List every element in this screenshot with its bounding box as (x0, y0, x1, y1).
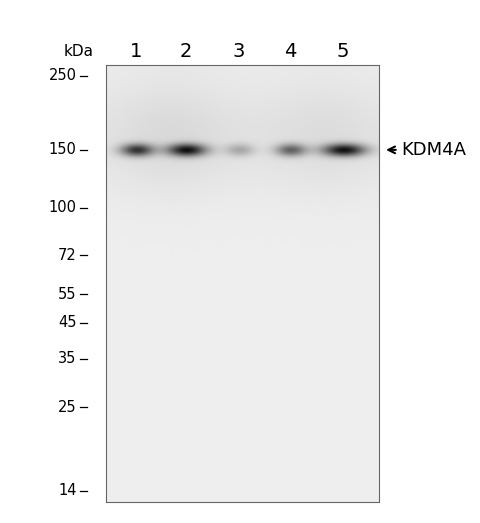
Text: 72: 72 (58, 248, 77, 263)
Text: 3: 3 (233, 42, 245, 61)
Text: 14: 14 (58, 483, 77, 498)
Text: 5: 5 (337, 42, 349, 61)
Text: 25: 25 (58, 400, 77, 415)
Text: 250: 250 (48, 69, 77, 83)
Text: 35: 35 (59, 351, 77, 366)
Text: 150: 150 (49, 142, 77, 157)
Text: kDa: kDa (63, 44, 93, 59)
Text: 2: 2 (180, 42, 192, 61)
Text: KDM4A: KDM4A (388, 141, 467, 159)
Text: 100: 100 (48, 200, 77, 215)
Text: 45: 45 (58, 315, 77, 330)
Text: 4: 4 (284, 42, 296, 61)
Text: 1: 1 (130, 42, 143, 61)
Text: 55: 55 (58, 287, 77, 302)
